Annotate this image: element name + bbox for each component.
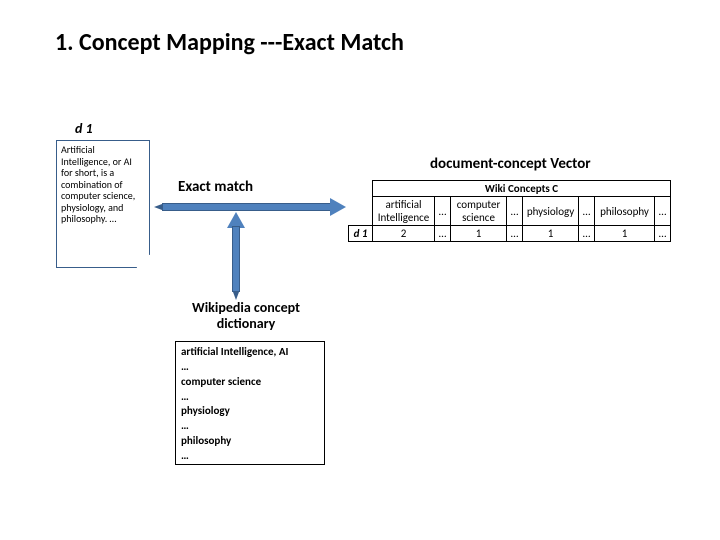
dict-line: … [181, 360, 319, 375]
arrow-shaft [232, 226, 240, 292]
d1-label: d 1 [75, 120, 93, 137]
table-cell: 1 [451, 226, 507, 242]
table-cell: … [579, 226, 595, 242]
document-text: Artificial Intelligence, or AI for short… [61, 143, 135, 225]
table-cell: 2 [373, 226, 435, 242]
vector-table: Wiki Concepts C artificial Intelligence … [348, 180, 671, 242]
wikipedia-dictionary-label: Wikipedia concept dictionary [176, 300, 316, 332]
table-cell: 1 [523, 226, 579, 242]
dict-line: physiology [181, 404, 319, 419]
table-cell: … [655, 226, 671, 242]
dict-line: … [181, 419, 319, 434]
page-fold-icon [136, 254, 150, 268]
table-row-label: d 1 [349, 226, 373, 242]
table-header: philosophy [595, 197, 655, 226]
arrow-head-icon [330, 198, 346, 216]
arrow-shaft [162, 203, 332, 211]
vector-title: document-concept Vector [430, 155, 591, 173]
dictionary-box: artificial Intelligence, AI … computer s… [175, 341, 325, 465]
dict-line: … [181, 390, 319, 405]
arrow-horizontal [154, 200, 346, 214]
table-header: computer science [451, 197, 507, 226]
table-header: … [579, 197, 595, 226]
table-cell: 1 [595, 226, 655, 242]
table-row: d 1 2 … 1 … 1 … 1 … [349, 226, 671, 242]
table-spacer [349, 181, 373, 197]
table-caption: Wiki Concepts C [373, 181, 671, 197]
arrow-tail-icon [154, 204, 162, 210]
table-header: … [507, 197, 523, 226]
table-header: artificial Intelligence [373, 197, 435, 226]
table-cell: … [507, 226, 523, 242]
slide-title: 1. Concept Mapping ---Exact Match [55, 28, 404, 57]
table-header-row: artificial Intelligence … computer scien… [349, 197, 671, 226]
dict-line: computer science [181, 375, 319, 390]
table-spacer [349, 197, 373, 226]
dict-line: … [181, 449, 319, 464]
arrow-vertical [229, 212, 243, 300]
dict-line: philosophy [181, 434, 319, 449]
exact-match-label: Exact match [178, 178, 253, 196]
table-cell: … [435, 226, 451, 242]
document-box: Artificial Intelligence, or AI for short… [56, 140, 150, 268]
dict-line: artificial Intelligence, AI [181, 345, 319, 360]
table-header: physiology [523, 197, 579, 226]
table-header: … [655, 197, 671, 226]
table-header: … [435, 197, 451, 226]
